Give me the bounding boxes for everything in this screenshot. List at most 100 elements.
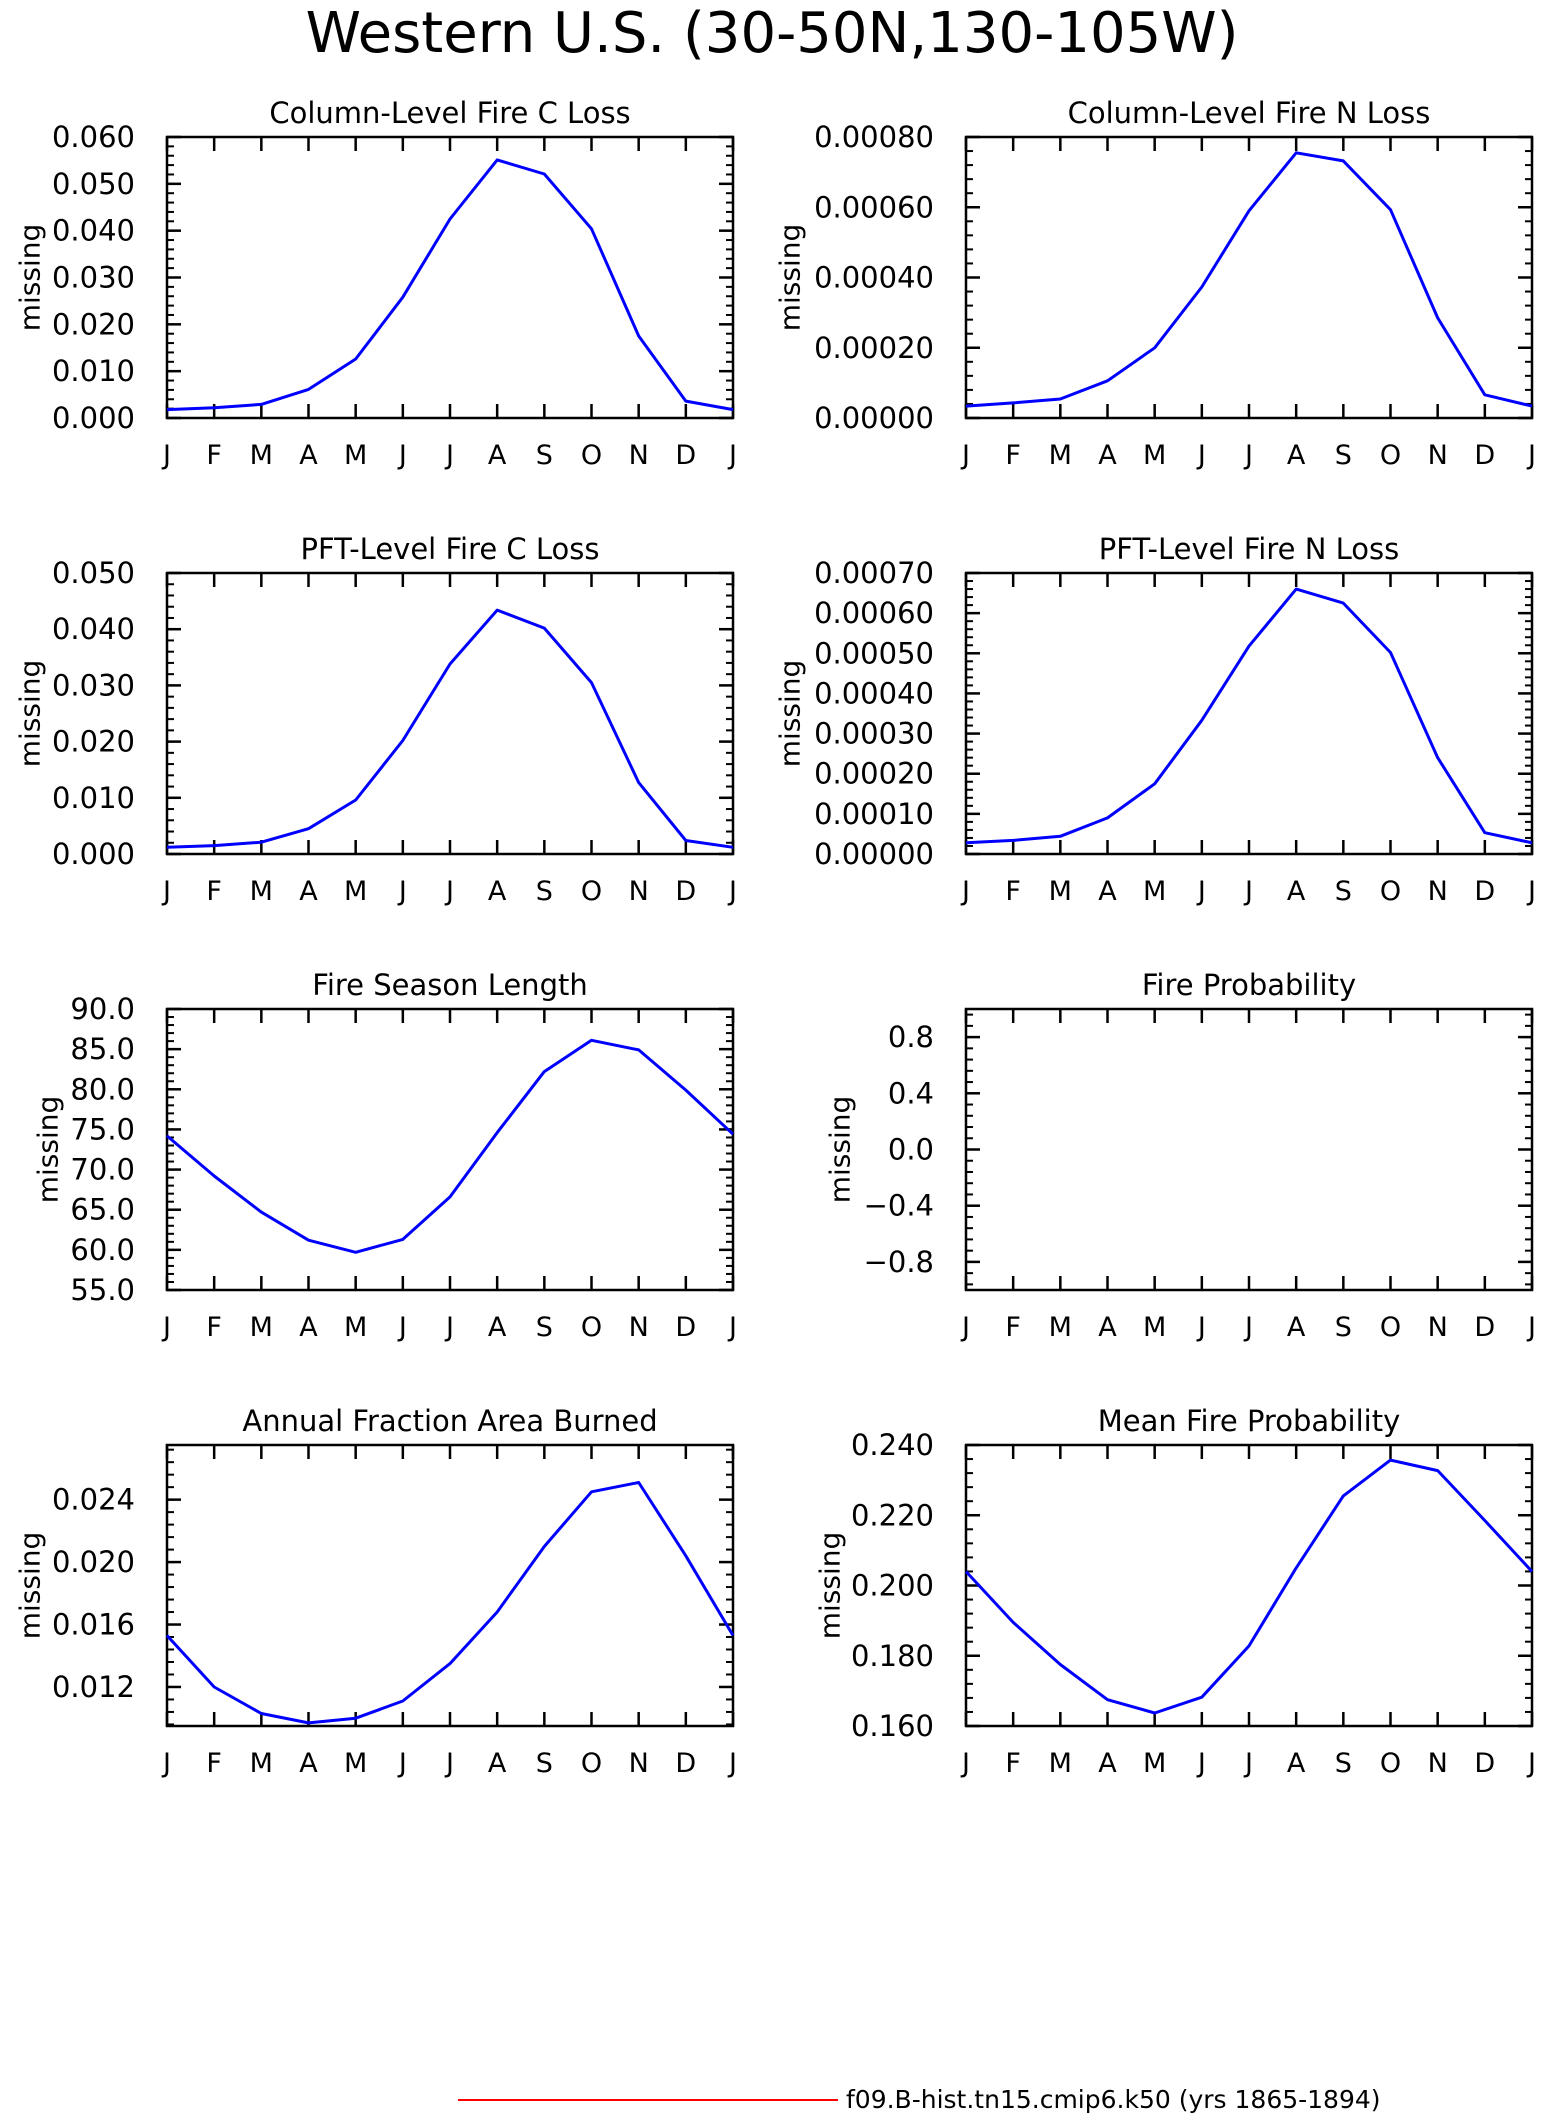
x-tick-label: J: [397, 1748, 407, 1779]
y-tick-label: 90.0: [70, 992, 135, 1026]
x-tick-label: M: [1143, 440, 1166, 471]
x-tick-label: M: [1143, 876, 1166, 907]
x-tick-label: S: [1335, 440, 1352, 471]
y-tick-label: 0.012: [52, 1670, 135, 1704]
x-tick-label: S: [536, 440, 553, 471]
y-tick-label: 0.00060: [814, 190, 934, 224]
y-tick-label: 0.000: [52, 401, 135, 435]
y-tick-label: 0.00040: [814, 261, 934, 295]
x-tick-label: J: [397, 876, 407, 907]
chart-panel: J F M A M J J A S O N D J55.060.065.070.075.080.085.…: [32, 968, 737, 1343]
x-tick-label: A: [1287, 876, 1306, 907]
y-tick-label: 0.050: [52, 556, 135, 590]
x-tick-label: M: [250, 1312, 273, 1343]
x-tick-label: J: [960, 876, 970, 907]
plot-frame: [165, 571, 735, 856]
x-tick-label: J: [444, 876, 454, 907]
x-tick-label: N: [1428, 1312, 1448, 1343]
chart-panel: J F M A M J J A S O N D J0.0000.0100.0200.0300.0400.…: [14, 532, 737, 907]
chart-panel: J F M A M J J A S O N D J0.1600.1800.2000.2200.240Me…: [814, 1404, 1536, 1779]
x-tick-label: A: [488, 876, 507, 907]
series-line: [166, 158, 734, 412]
x-tick-label: J: [727, 1748, 737, 1779]
x-tick-label: S: [536, 1312, 553, 1343]
y-tick-label: 0.010: [52, 781, 135, 815]
x-tick-label: M: [344, 876, 367, 907]
y-tick-label: 0.00080: [814, 120, 934, 154]
chart-panel: J F M A M J J A S O N D J0.000000.000200.000400.0006…: [774, 96, 1536, 471]
x-tick-label: S: [536, 876, 553, 907]
y-tick-label: 0.00030: [814, 717, 934, 751]
x-tick-label: M: [1049, 1312, 1072, 1343]
y-tick-label: 75.0: [70, 1112, 135, 1146]
legend-label: f09.B-hist.tn15.cmip6.k50 (yrs 1865-1894…: [846, 2085, 1381, 2114]
x-tick-label: J: [444, 1312, 454, 1343]
x-tick-label: A: [299, 1312, 318, 1343]
y-axis-label: missing: [774, 224, 807, 332]
x-tick-label: J: [1526, 1748, 1536, 1779]
x-tick-label: J: [960, 1748, 970, 1779]
x-tick-label: A: [1098, 440, 1117, 471]
y-tick-label: 0.4: [888, 1076, 934, 1110]
y-tick-label: 0.00070: [814, 556, 934, 590]
series-line: [166, 1038, 735, 1254]
y-tick-label: 0.00000: [814, 837, 934, 871]
y-tick-label: 0.8: [888, 1020, 934, 1054]
y-tick-label: 0.020: [52, 1545, 135, 1579]
x-tick-label: J: [397, 1312, 407, 1343]
x-tick-label: D: [675, 1748, 696, 1779]
x-tick-label: D: [675, 876, 696, 907]
x-tick-label: M: [344, 1312, 367, 1343]
x-tick-label: D: [1474, 1312, 1495, 1343]
x-tick-label: D: [1474, 440, 1495, 471]
figure-title: Western U.S. (30-50N,130-105W): [306, 1, 1239, 66]
x-tick-label: M: [1143, 1312, 1166, 1343]
y-tick-label: 0.00020: [814, 331, 934, 365]
series-line: [166, 608, 734, 849]
chart-panel: J F M A M J J A S O N D J0.0120.0160.0200.024Annual …: [14, 1404, 737, 1779]
chart-title: Mean Fire Probability: [1098, 1404, 1401, 1438]
y-tick-label: 0.220: [851, 1498, 934, 1532]
x-tick-label: O: [581, 440, 602, 471]
plot-frame: [165, 1443, 735, 1728]
x-tick-label: O: [1380, 440, 1401, 471]
y-tick-label: 55.0: [70, 1273, 135, 1307]
x-tick-label: D: [675, 440, 696, 471]
x-tick-label: F: [1005, 1748, 1021, 1779]
y-tick-label: 0.020: [52, 307, 135, 341]
y-tick-label: 0.00020: [814, 757, 934, 791]
chart-title: Fire Probability: [1142, 968, 1356, 1002]
y-axis-label: missing: [14, 660, 47, 768]
y-tick-label: 70.0: [70, 1153, 135, 1187]
x-tick-label: N: [629, 1748, 649, 1779]
y-axis-label: missing: [14, 1532, 47, 1640]
x-tick-label: F: [206, 440, 222, 471]
x-tick-label: J: [727, 1312, 737, 1343]
x-tick-label: N: [629, 440, 649, 471]
y-tick-label: 0.040: [52, 214, 135, 248]
x-tick-label: J: [161, 876, 171, 907]
x-tick-label: J: [960, 440, 970, 471]
y-tick-label: 85.0: [70, 1032, 135, 1066]
x-tick-label: O: [1380, 1748, 1401, 1779]
y-tick-label: 0.050: [52, 167, 135, 201]
x-tick-label: O: [581, 876, 602, 907]
x-tick-label: S: [1335, 1748, 1352, 1779]
y-tick-label: 0.024: [52, 1483, 135, 1517]
x-tick-label: A: [299, 440, 318, 471]
x-tick-label: S: [1335, 876, 1352, 907]
x-tick-label: M: [1143, 1748, 1166, 1779]
x-tick-label: O: [1380, 1312, 1401, 1343]
y-tick-label: 0.240: [851, 1428, 934, 1462]
x-tick-label: F: [206, 876, 222, 907]
plot-frame: [165, 1007, 735, 1292]
x-tick-label: N: [1428, 1748, 1448, 1779]
x-tick-label: N: [629, 876, 649, 907]
chart-title: Column-Level Fire N Loss: [1068, 96, 1431, 130]
y-tick-label: 0.030: [52, 261, 135, 295]
y-tick-label: 0.00010: [814, 797, 934, 831]
x-tick-label: D: [1474, 876, 1495, 907]
x-tick-label: O: [581, 1748, 602, 1779]
y-tick-label: 0.030: [52, 668, 135, 702]
